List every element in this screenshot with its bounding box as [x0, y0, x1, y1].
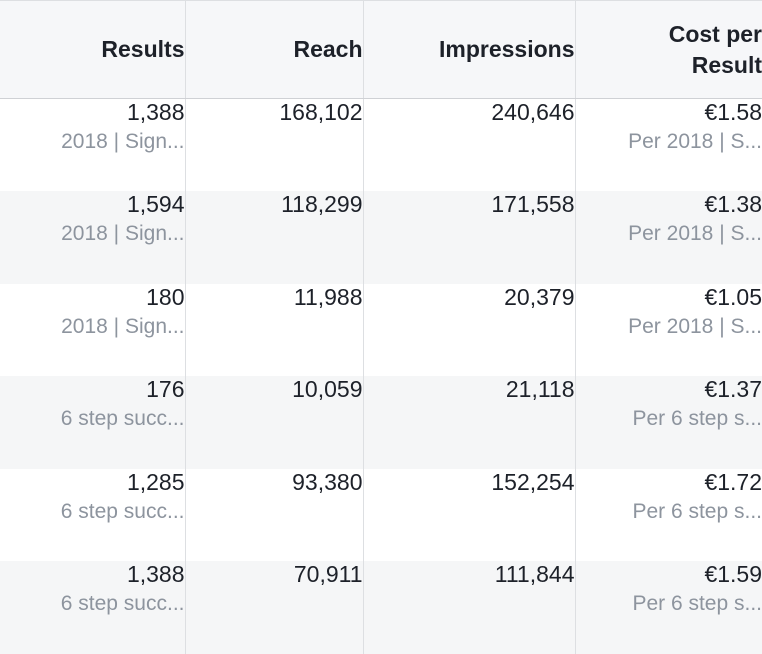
results-value: 180 — [146, 283, 185, 310]
results-value: 1,388 — [126, 99, 185, 125]
cost-event-label: Per 2018 | S... — [628, 130, 762, 153]
table-row: 176 6 step succ... 10,059 21,118 €1.37 P… — [0, 376, 762, 469]
column-header-results[interactable]: Results — [0, 0, 186, 99]
impressions-value: 240,646 — [491, 99, 575, 125]
cost-per-result-cell: €1.38 Per 2018 | S... — [575, 191, 762, 284]
reach-cell: 168,102 — [185, 98, 364, 192]
column-header-reach[interactable]: Reach — [185, 0, 364, 99]
reach-value: 93,380 — [292, 468, 363, 495]
impressions-value: 20,379 — [504, 283, 575, 310]
cost-value: €1.59 — [704, 561, 762, 588]
cost-event-label: Per 2018 | S... — [628, 314, 762, 338]
table-row: 1,388 6 step succ... 70,911 111,844 €1.5… — [0, 561, 762, 654]
results-cell: 1,388 6 step succ... — [0, 561, 186, 654]
reach-value: 11,988 — [293, 283, 363, 310]
table-header-row: Results Reach Impressions Cost per Resul… — [0, 0, 762, 99]
cost-event-label: Per 6 step s... — [632, 592, 762, 616]
impressions-cell: 111,844 — [363, 561, 576, 654]
reach-cell: 10,059 — [185, 376, 364, 469]
reach-value: 118,299 — [281, 191, 363, 218]
column-header-cost-per-result[interactable]: Cost per Result — [575, 0, 762, 99]
cost-value: €1.58 — [704, 99, 762, 125]
results-cell: 176 6 step succ... — [0, 376, 186, 469]
results-cell: 1,285 6 step succ... — [0, 468, 186, 562]
reach-cell: 118,299 — [185, 191, 364, 284]
cost-value: €1.05 — [704, 283, 762, 310]
reach-value: 10,059 — [292, 376, 363, 403]
cost-value: €1.72 — [704, 468, 762, 495]
results-event-label: 6 step succ... — [60, 499, 185, 523]
cost-event-label: Per 6 step s... — [632, 499, 762, 523]
results-event-label: 2018 | Sign... — [61, 314, 185, 338]
results-event-label: 6 step succ... — [60, 407, 185, 431]
cost-per-result-cell: €1.58 Per 2018 | S... — [575, 98, 762, 192]
results-cell: 1,388 2018 | Sign... — [0, 98, 186, 192]
results-event-label: 2018 | Sign... — [61, 222, 185, 246]
impressions-cell: 21,118 — [363, 376, 576, 469]
results-cell: 1,594 2018 | Sign... — [0, 191, 186, 284]
reach-value: 168,102 — [279, 99, 363, 125]
results-value: 1,594 — [126, 191, 185, 218]
column-header-impressions[interactable]: Impressions — [363, 0, 576, 99]
impressions-value: 152,254 — [491, 468, 575, 495]
impressions-value: 171,558 — [491, 191, 575, 218]
results-value: 1,388 — [126, 561, 185, 588]
cost-per-result-cell: €1.59 Per 6 step s... — [575, 561, 762, 654]
cost-value: €1.38 — [704, 191, 762, 218]
cost-event-label: Per 6 step s... — [632, 407, 762, 431]
cost-value: €1.37 — [704, 376, 762, 403]
impressions-cell: 171,558 — [363, 191, 576, 284]
cost-per-result-cell: €1.72 Per 6 step s... — [575, 468, 762, 562]
table-row: 1,285 6 step succ... 93,380 152,254 €1.7… — [0, 468, 762, 562]
impressions-cell: 240,646 — [363, 98, 576, 192]
results-value: 1,285 — [126, 468, 185, 495]
reach-value: 70,911 — [293, 561, 363, 588]
reach-cell: 70,911 — [185, 561, 364, 654]
impressions-cell: 20,379 — [363, 283, 576, 377]
table-row: 1,388 2018 | Sign... 168,102 240,646 €1.… — [0, 98, 762, 192]
impressions-value: 111,844 — [494, 561, 575, 588]
cost-event-label: Per 2018 | S... — [628, 222, 762, 246]
impressions-cell: 152,254 — [363, 468, 576, 562]
table-row: 180 2018 | Sign... 11,988 20,379 €1.05 P… — [0, 283, 762, 377]
reach-cell: 11,988 — [185, 283, 364, 377]
results-value: 176 — [146, 376, 185, 403]
results-event-label: 6 step succ... — [60, 592, 185, 616]
cost-per-result-cell: €1.37 Per 6 step s... — [575, 376, 762, 469]
impressions-value: 21,118 — [505, 376, 575, 403]
results-event-label: 2018 | Sign... — [61, 130, 185, 153]
table-row: 1,594 2018 | Sign... 118,299 171,558 €1.… — [0, 191, 762, 284]
reach-cell: 93,380 — [185, 468, 364, 562]
cost-per-result-cell: €1.05 Per 2018 | S... — [575, 283, 762, 377]
results-cell: 180 2018 | Sign... — [0, 283, 186, 377]
